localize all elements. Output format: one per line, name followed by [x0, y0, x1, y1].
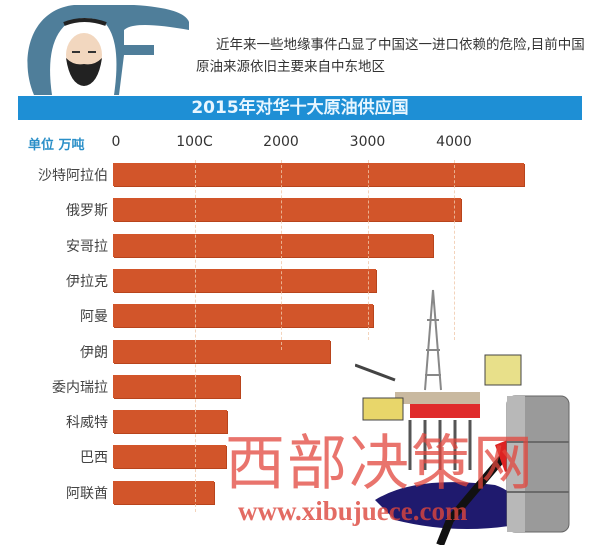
bar: [113, 233, 434, 257]
category-label: 俄罗斯: [66, 203, 108, 220]
x-tick-label: 4000: [436, 134, 472, 150]
bar: [113, 304, 373, 328]
bar: [113, 374, 241, 398]
bar: [113, 198, 461, 222]
bar: [113, 410, 228, 434]
x-tick-label: 3000: [349, 134, 386, 150]
x-tick-label: 0: [111, 134, 121, 150]
gridline: [367, 160, 369, 340]
sheikh-avatar-icon: [27, 5, 190, 95]
bar: [113, 445, 226, 469]
bar: [113, 480, 215, 504]
category-label: 安哥拉: [66, 238, 108, 255]
watermark-url: www.xibujuece.com: [238, 496, 468, 526]
category-label: 阿联酋: [66, 485, 108, 502]
category-label: 伊朗: [80, 344, 108, 361]
category-label: 委内瑞拉: [52, 379, 108, 396]
oil-rig-icon: [355, 289, 530, 545]
category-label: 阿曼: [80, 309, 108, 326]
bar: [113, 163, 525, 186]
category-label: 伊拉克: [66, 273, 108, 290]
unit-label: 单位 万吨: [28, 138, 85, 153]
category-label: 科威特: [66, 415, 108, 432]
gridline: [454, 160, 455, 340]
gridline: [281, 160, 282, 350]
intro-text: 近年来一些地缘事件凸显了中国这一进口依赖的危险,目前中国原油来源依旧主要来自中东…: [196, 37, 585, 75]
gridline: [194, 160, 196, 512]
category-label: 巴西: [80, 450, 108, 467]
bar: [113, 339, 331, 363]
x-tick-label: 2000: [263, 134, 299, 150]
oil-barrel-icon: [506, 395, 570, 533]
chart-title: 2015年对华十大原油供应国: [18, 96, 582, 120]
bar: [113, 268, 377, 292]
watermark-name: 西部决策网: [225, 429, 535, 499]
x-tick-label: 100C: [176, 134, 213, 150]
category-label: 沙特阿拉伯: [38, 168, 108, 184]
